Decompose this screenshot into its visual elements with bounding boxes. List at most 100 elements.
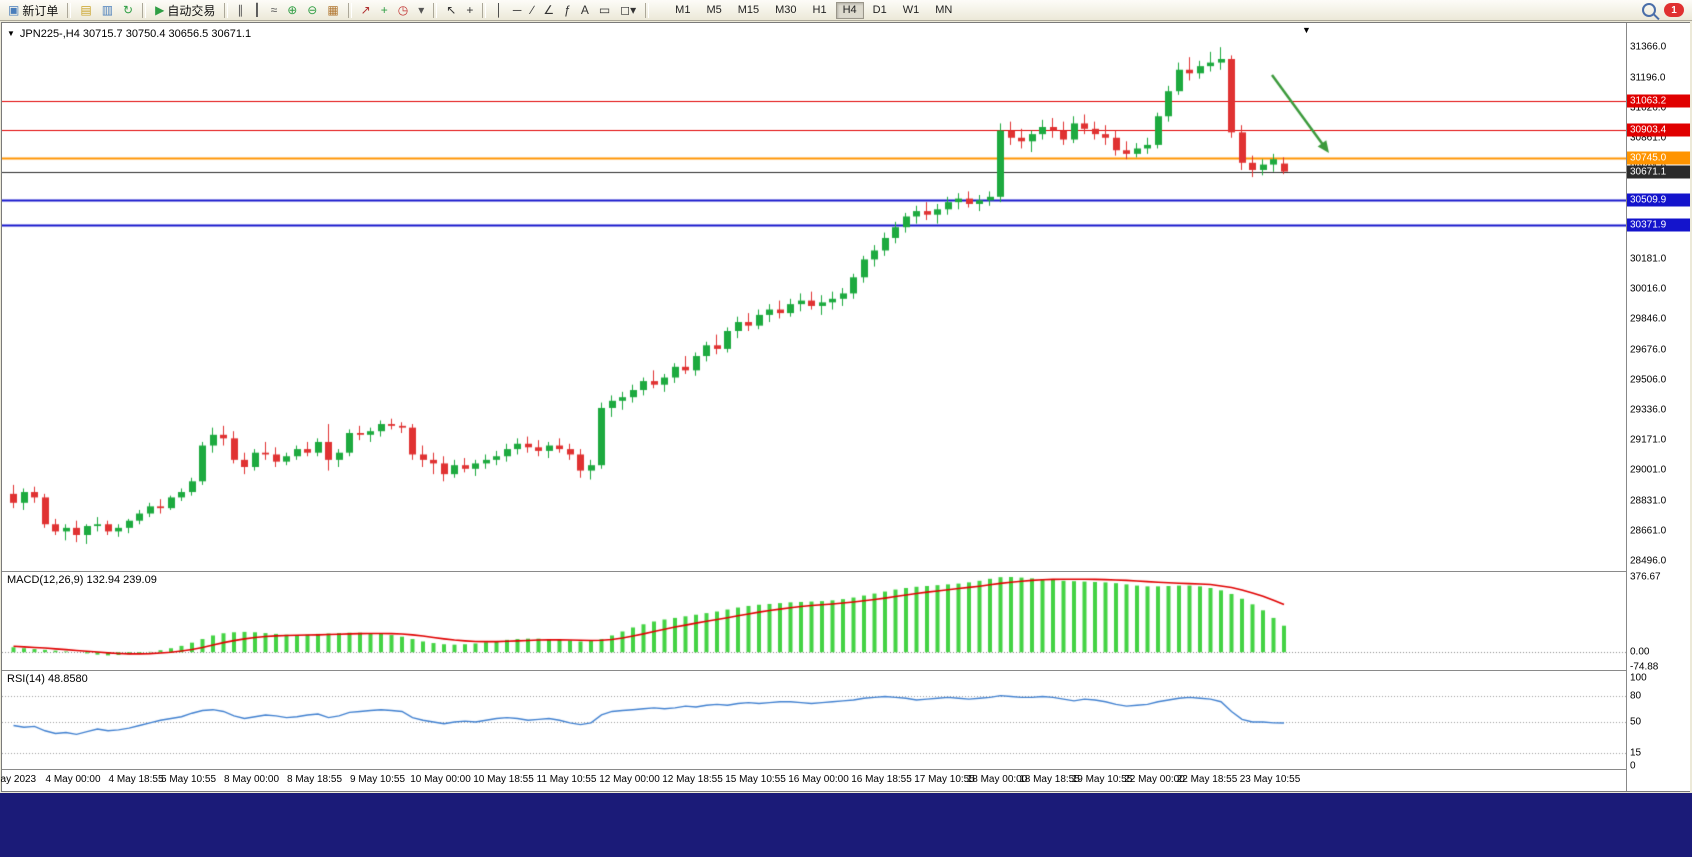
cursor-tool-icon: ↖ [446, 3, 457, 17]
price-tick: 28496.0 [1630, 555, 1667, 567]
time-label: 4 May 18:55 [108, 774, 164, 785]
price-tick: 29506.0 [1630, 374, 1667, 386]
candlestick-mode-button[interactable]: ┃ [249, 1, 264, 19]
timeframe-w1[interactable]: W1 [896, 2, 927, 19]
trendline-tool-icon: ∕ [531, 3, 534, 17]
text-tool-button[interactable]: A [577, 1, 593, 19]
horizontal-line-tool-icon: ─ [512, 3, 522, 17]
price-tick: 28831.0 [1630, 495, 1667, 507]
chart-templates-button[interactable]: ▤ [76, 1, 95, 19]
zoom-in-button[interactable]: ⊕ [283, 1, 301, 19]
rsi-tick: 100 [1630, 672, 1647, 684]
tile-windows-icon: ▦ [327, 3, 339, 17]
chart-canvas[interactable] [2, 23, 1626, 791]
indicators-button[interactable]: ↗ [357, 1, 375, 19]
search-icon[interactable] [1642, 3, 1656, 17]
new-order-button[interactable]: ▣ 新订单 [4, 1, 62, 19]
line-chart-mode-button[interactable]: ≈ [267, 1, 282, 19]
hline-price-tag: 31063.2 [1627, 94, 1690, 108]
profiles-button[interactable]: ▥ [98, 1, 117, 19]
toolbar-separator [645, 2, 650, 18]
price-tick: 31196.0 [1630, 72, 1666, 84]
timeframe-m1[interactable]: M1 [668, 2, 697, 19]
timeframe-group: M1 M5 M15 M30 H1 H4 D1 W1 MN [667, 1, 960, 19]
toolbar: ▣ 新订单 ▤ ▥ ↻ ▶ 自动交易 ∥ ┃ ≈ ⊕ ⊖ ▦ ↗ + ◷ ▾ ↖ + │ ─ ∕ ∠ ƒ A ▭ ◻▾ M1 M5 M1… [0, 0, 1692, 21]
profiles-icon: ▥ [101, 3, 114, 17]
hline-price-tag: 30371.9 [1627, 218, 1690, 232]
price-tick: 30861.0 [1630, 132, 1667, 144]
time-label: 15 May 10:55 [725, 774, 786, 785]
one-click-trading-icon[interactable]: ▼ [7, 29, 15, 38]
timeframe-h4[interactable]: H4 [835, 1, 864, 19]
time-label: 12 May 00:00 [599, 774, 660, 785]
time-label: 22 May 00:00 [1124, 774, 1185, 785]
time-label: 23 May 10:55 [1239, 774, 1301, 785]
shapes-tool-button[interactable]: ◻▾ [616, 1, 640, 19]
line-chart-mode-icon: ≈ [270, 3, 278, 17]
panel-divider[interactable] [2, 670, 1626, 671]
time-label: 16 May 18:55 [851, 774, 912, 785]
rsi-tick: 80 [1630, 690, 1642, 702]
crosshair-tool-button[interactable]: + [462, 1, 477, 19]
toolbar-separator [142, 2, 147, 18]
time-axis[interactable]: 3 May 2023 4 May 00:00 4 May 18:555 May 10… [0, 770, 1626, 791]
price-tick: 29676.0 [1630, 344, 1667, 356]
chart-shift-marker[interactable]: ▼ [1302, 25, 1311, 35]
timeframe-mn[interactable]: MN [928, 2, 959, 19]
shapes-tool-icon: ◻▾ [620, 3, 637, 17]
zoom-in-icon: ⊕ [287, 3, 298, 17]
fibonacci-tool-icon: ƒ [564, 3, 571, 17]
time-label: 22 May 18:55 [1176, 774, 1238, 785]
macd-label: MACD(12,26,9) 132.94 239.09 [7, 574, 157, 586]
timeframe-m15[interactable]: M15 [731, 2, 766, 19]
auto-trading-label: 自动交易 [167, 3, 216, 18]
time-label: 3 May 2023 [0, 774, 37, 785]
axis-divider [2, 769, 1626, 770]
tile-windows-button[interactable]: ▦ [323, 1, 342, 19]
auto-trading-button[interactable]: ▶ 自动交易 [151, 1, 219, 19]
bid-price-tag: 30671.1 [1627, 165, 1690, 179]
time-label: 19 May 10:55 [1071, 774, 1133, 785]
trendline-tool-button[interactable]: ∕ [527, 1, 537, 19]
zoom-out-button[interactable]: ⊖ [303, 1, 321, 19]
timeframe-d1[interactable]: D1 [866, 2, 894, 19]
vertical-line-tool-button[interactable]: │ [491, 1, 507, 19]
time-label: 17 May 10:55 [914, 774, 975, 785]
channel-tool-button[interactable]: ∠ [539, 1, 558, 19]
panel-divider[interactable] [2, 571, 1626, 572]
horizontal-line-tool-button[interactable]: ─ [509, 1, 526, 19]
notification-badge[interactable]: 1 [1664, 3, 1684, 17]
hline-price-tag: 30745.0 [1627, 151, 1690, 165]
cursor-tool-button[interactable]: ↖ [442, 1, 460, 19]
time-label: 8 May 18:55 [286, 774, 343, 785]
timeframe-m5[interactable]: M5 [699, 2, 728, 19]
vertical-line-tool-icon: │ [495, 3, 503, 17]
price-tick: 31026.0 [1630, 102, 1667, 114]
timeframe-h1[interactable]: H1 [806, 2, 834, 19]
timeframe-m30[interactable]: M30 [768, 2, 803, 19]
chart-settings-icon: ▾ [418, 3, 425, 17]
periods-button[interactable]: ◷ [394, 1, 412, 19]
price-axis[interactable]: 31366.031196.031026.030861.030691.030521… [1626, 23, 1690, 791]
time-label: 4 May 00:00 [45, 774, 101, 785]
time-label: 12 May 18:55 [662, 774, 723, 785]
bar-chart-mode-button[interactable]: ∥ [233, 1, 247, 19]
refresh-button[interactable]: ↻ [119, 1, 137, 19]
time-label: 11 May 10:55 [536, 774, 597, 785]
add-indicator-button[interactable]: + [377, 1, 392, 19]
rsi-label: RSI(14) 48.8580 [7, 673, 88, 685]
label-tool-button[interactable]: ▭ [595, 1, 614, 19]
text-tool-icon: A [580, 3, 589, 17]
zoom-out-icon: ⊖ [307, 3, 318, 17]
time-label: 18 May 00:00 [966, 774, 1028, 785]
fibonacci-tool-button[interactable]: ƒ [560, 1, 575, 19]
hline-price-tag: 30509.9 [1627, 193, 1690, 207]
chart-window: ▼ JPN225-,H4 30715.7 30750.4 30656.5 306… [0, 22, 1690, 792]
bottom-bar [0, 793, 1692, 857]
macd-tick: 0.00 [1630, 646, 1650, 658]
indicators-icon: ↗ [360, 3, 371, 17]
bar-chart-mode-icon: ∥ [237, 3, 244, 17]
chart-settings-button[interactable]: ▾ [414, 1, 428, 19]
new-order-icon: ▣ [8, 3, 20, 17]
price-tick: 29846.0 [1630, 313, 1667, 325]
